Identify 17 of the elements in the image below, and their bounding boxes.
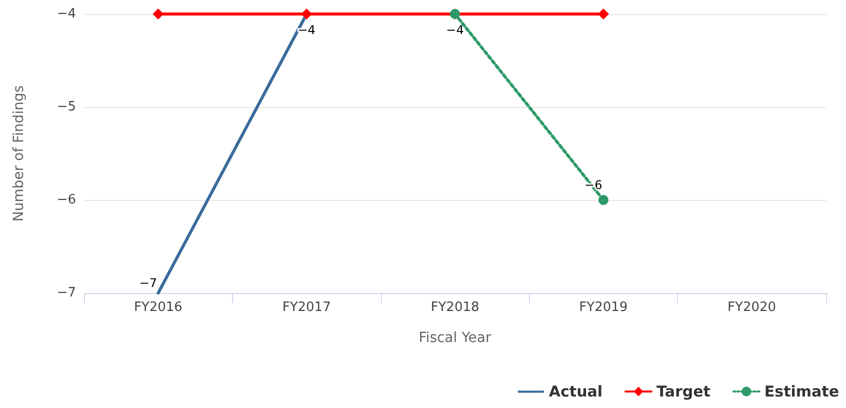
legend-label: Target xyxy=(656,382,710,400)
legend-label: Estimate xyxy=(764,382,840,400)
x-tick-label: FY2017 xyxy=(282,300,331,315)
y-tick-label: −6 xyxy=(56,192,76,208)
x-tick-label: FY2020 xyxy=(728,300,776,315)
x-tick-label: FY2016 xyxy=(134,300,182,315)
data-label: −4 xyxy=(446,23,464,37)
y-tick-label: −5 xyxy=(56,100,76,114)
x-tick-label: FY2019 xyxy=(579,300,628,315)
x-tick-label: FY2018 xyxy=(430,300,480,315)
data-label: −4 xyxy=(298,23,316,37)
data-label: −7 xyxy=(139,276,158,290)
legend-label: Actual xyxy=(548,382,603,400)
x-axis-title: Fiscal Year xyxy=(418,330,492,346)
y-tick-label: −7 xyxy=(56,286,76,300)
y-axis-title: Number of Findings xyxy=(11,85,27,222)
y-tick-label: −4 xyxy=(56,6,76,22)
